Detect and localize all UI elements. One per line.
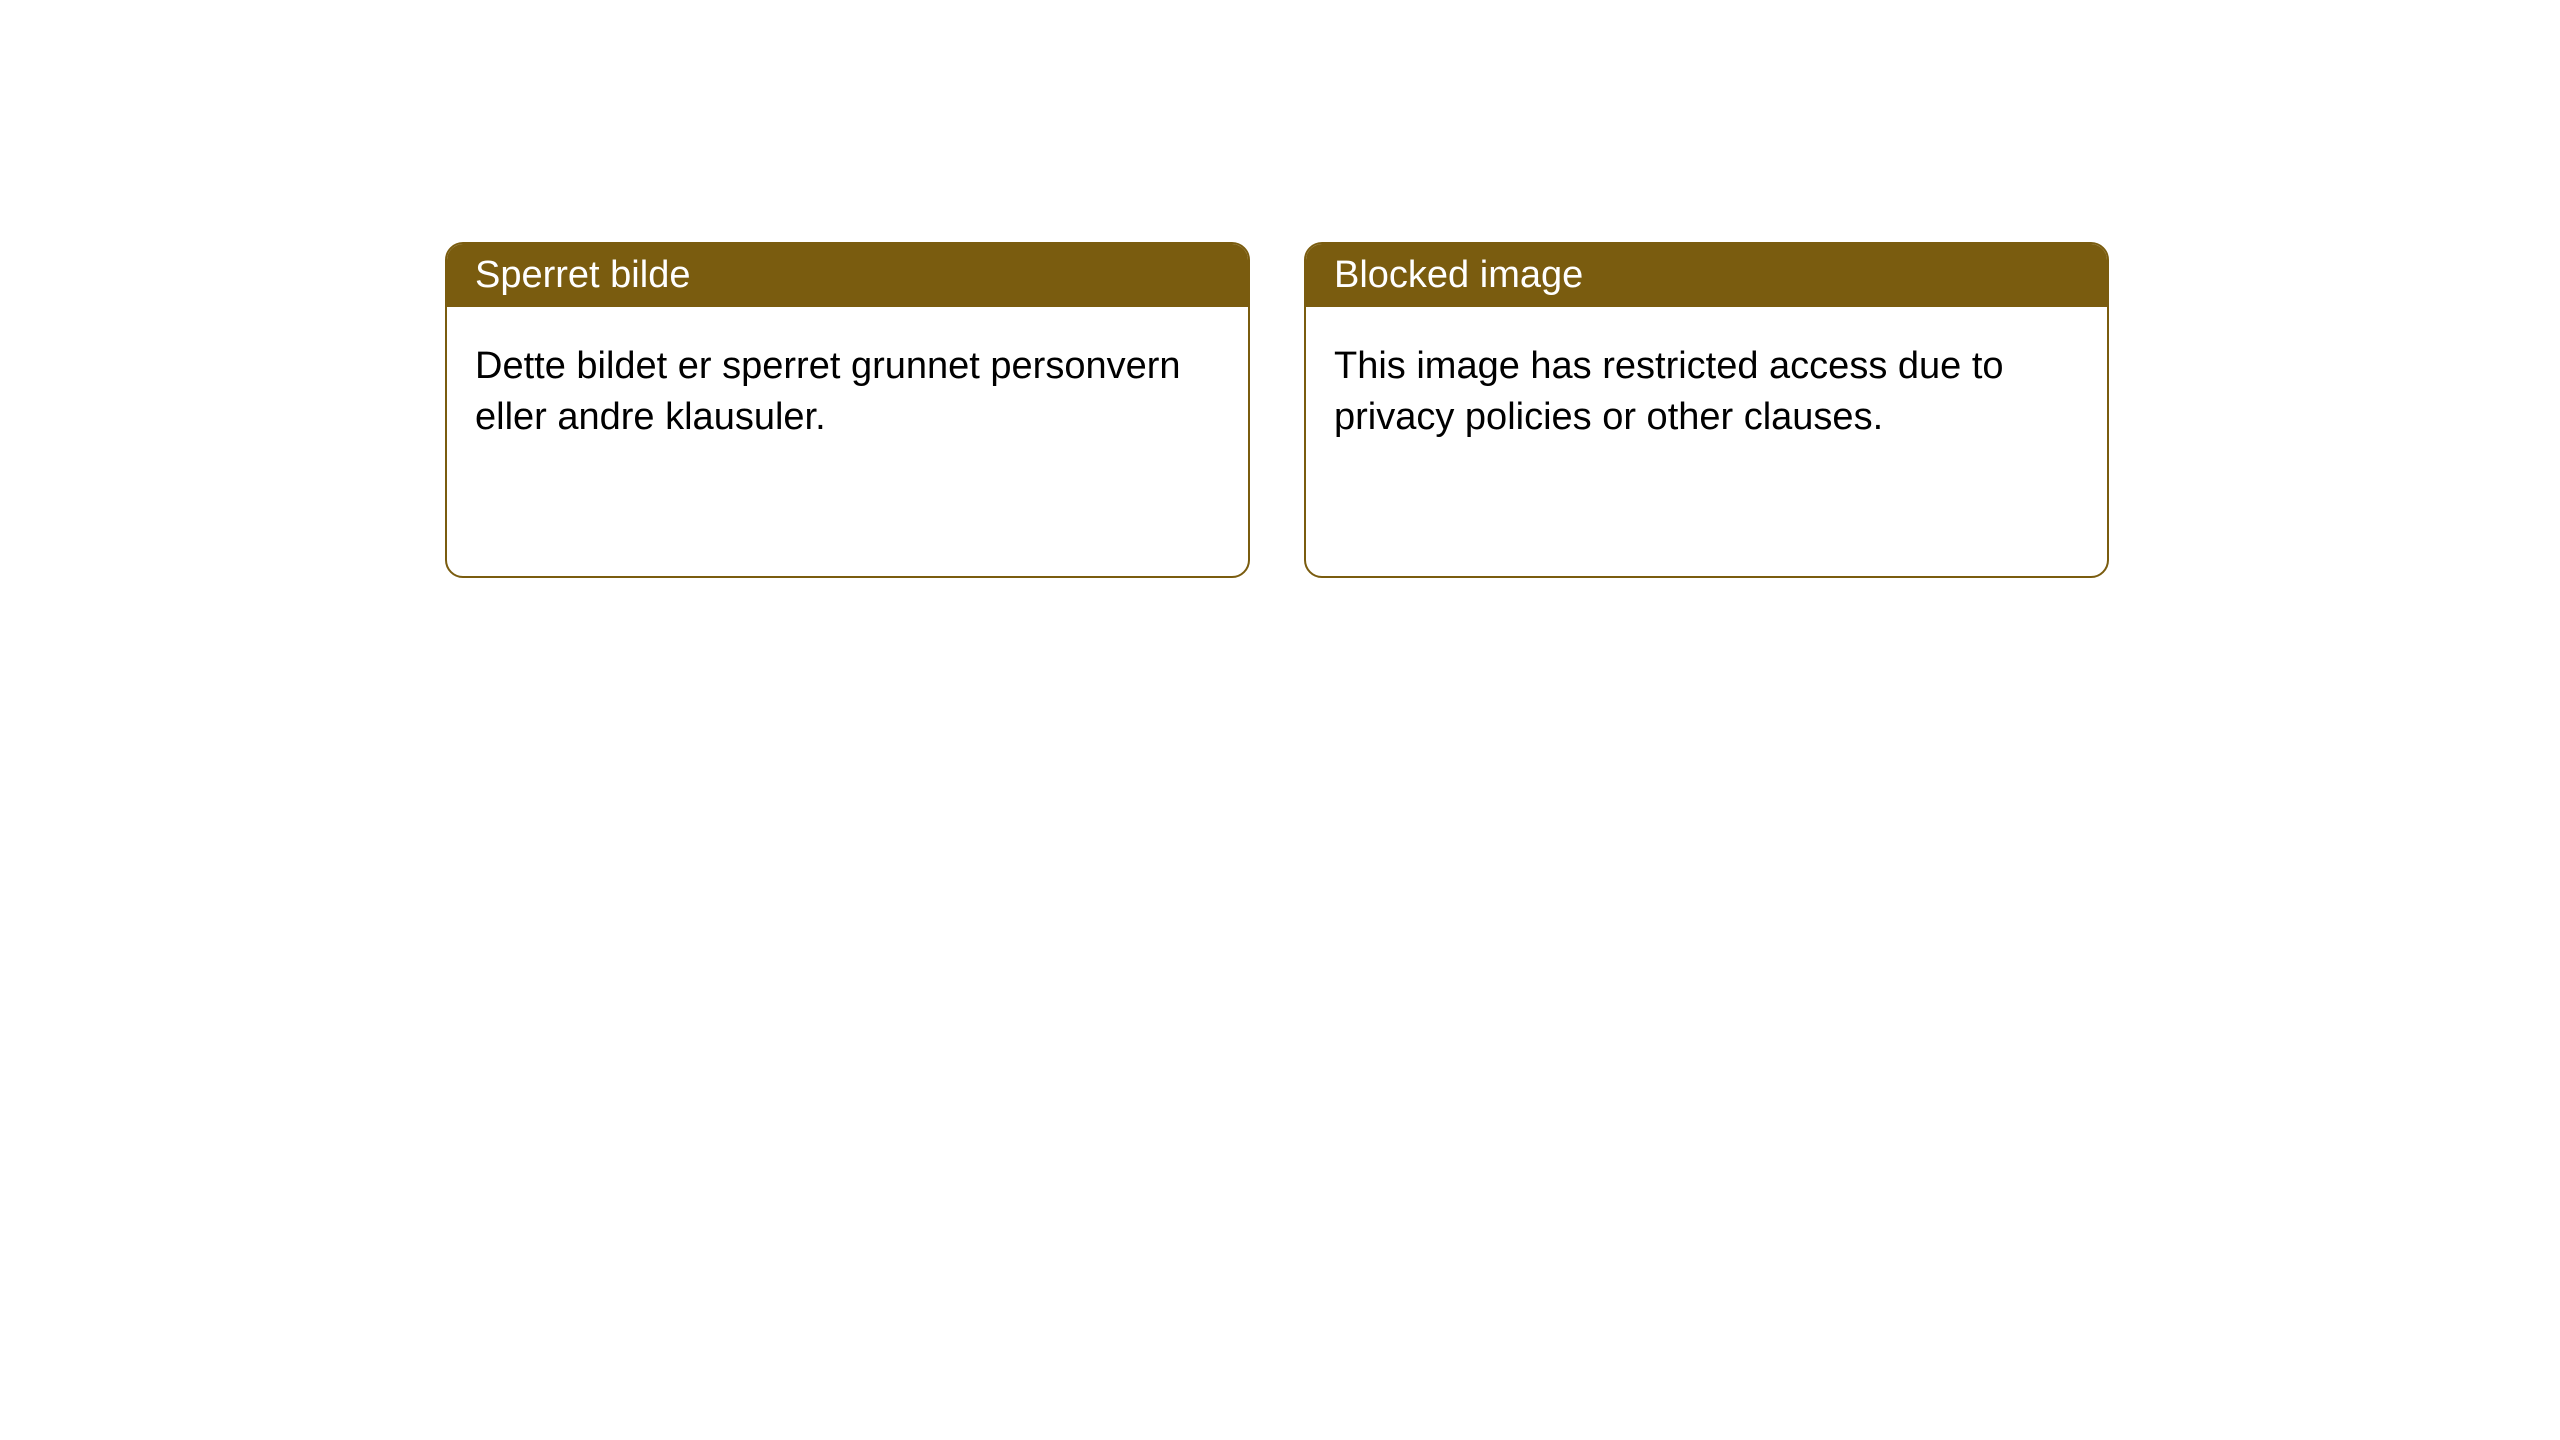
notice-body-text: Dette bildet er sperret grunnet personve…: [475, 345, 1181, 438]
notice-body-text: This image has restricted access due to …: [1334, 345, 2004, 438]
notice-card-norwegian: Sperret bilde Dette bildet er sperret gr…: [445, 242, 1250, 578]
notice-title: Sperret bilde: [475, 254, 690, 296]
notice-card-body: Dette bildet er sperret grunnet personve…: [447, 307, 1248, 478]
notice-card-header: Blocked image: [1306, 244, 2107, 307]
notice-card-body: This image has restricted access due to …: [1306, 307, 2107, 478]
notice-card-header: Sperret bilde: [447, 244, 1248, 307]
notice-container: Sperret bilde Dette bildet er sperret gr…: [0, 0, 2560, 578]
notice-title: Blocked image: [1334, 254, 1583, 296]
notice-card-english: Blocked image This image has restricted …: [1304, 242, 2109, 578]
